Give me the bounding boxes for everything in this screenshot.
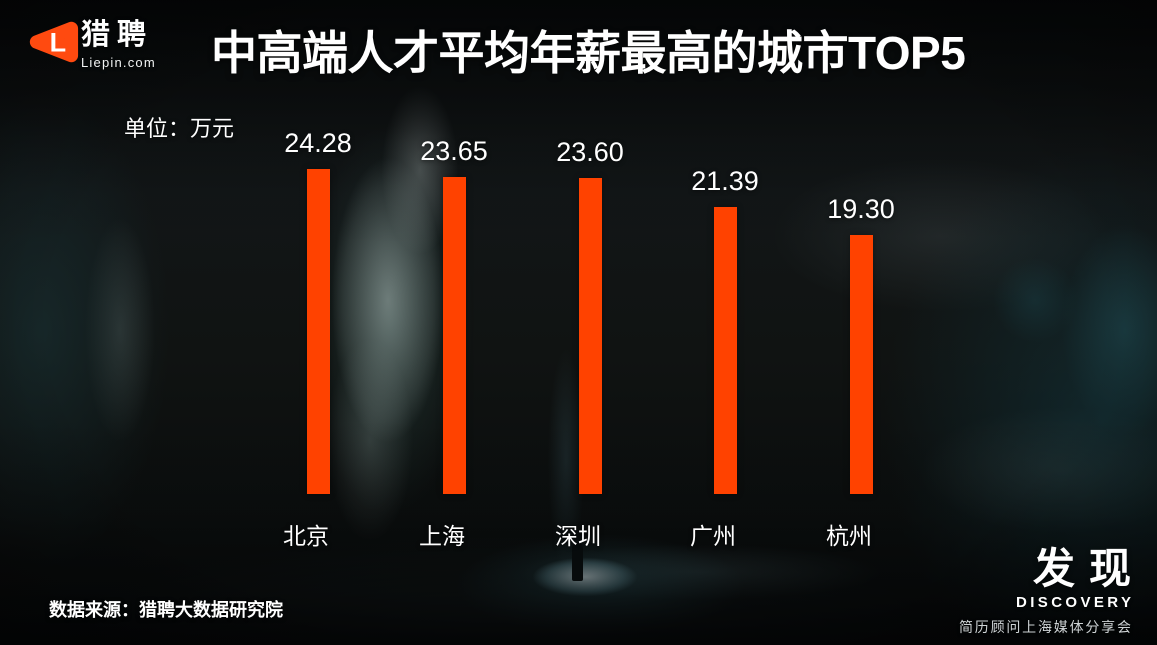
bar-3 xyxy=(578,178,602,494)
bar-column: 21.39 xyxy=(657,0,793,494)
bar-value-label: 21.39 xyxy=(691,166,759,196)
bar-category-label: 北京 xyxy=(283,523,329,549)
unit-label: 单位：万元 xyxy=(124,116,235,141)
bar-category-label: 上海 xyxy=(419,523,465,549)
logo-triangle xyxy=(29,21,79,63)
bar-value-label: 23.65 xyxy=(420,136,488,166)
discovery-subtitle: 简历顾问上海媒体分享会 xyxy=(958,619,1133,635)
bar-category-label: 广州 xyxy=(690,523,736,549)
bar-5 xyxy=(849,235,873,494)
bar-value-label: 19.30 xyxy=(827,194,895,224)
bar-column: 24.28 xyxy=(250,0,386,494)
logo-letter: L xyxy=(50,28,66,58)
bar-column: 23.60 xyxy=(522,0,658,494)
brand-name: 猎聘 xyxy=(81,19,154,51)
brand-text: 猎聘 Liepin.com xyxy=(81,19,156,70)
discovery-block: 发现 DISCOVERY 简历顾问上海媒体分享会 xyxy=(959,548,1131,637)
bar-value-label: 24.28 xyxy=(284,128,352,158)
discovery-en: DISCOVERY xyxy=(1015,594,1135,611)
liepin-logo-icon: L xyxy=(29,21,79,63)
bar-1 xyxy=(306,169,330,494)
bar-category-label: 深圳 xyxy=(555,523,601,549)
bar-column: 19.30 xyxy=(793,0,929,494)
bar-2 xyxy=(442,177,466,494)
data-source: 数据来源：猎聘大数据研究院 xyxy=(49,600,283,620)
discovery-cn: 发现 xyxy=(1032,545,1145,592)
person-silhouette xyxy=(572,543,583,581)
bar-4 xyxy=(713,207,737,494)
bar-category-label: 杭州 xyxy=(826,523,872,549)
page-title: 中高端人才平均年薪最高的城市TOP5 xyxy=(211,27,966,79)
bar-value-label: 23.60 xyxy=(556,137,624,167)
brand-domain: Liepin.com xyxy=(81,54,156,70)
bar-column: 23.65 xyxy=(386,0,522,494)
liepin-logo: L xyxy=(26,18,80,71)
